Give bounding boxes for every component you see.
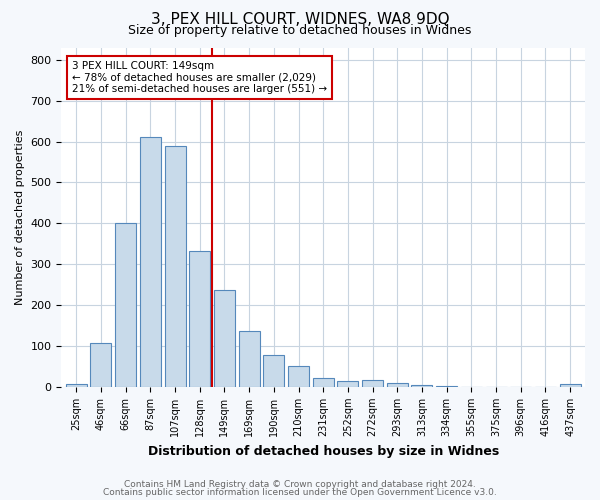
Bar [140, 138, 161, 387]
Bar [560, 384, 581, 387]
Bar [66, 384, 87, 387]
Bar [387, 384, 408, 387]
X-axis label: Distribution of detached houses by size in Widnes: Distribution of detached houses by size … [148, 444, 499, 458]
Bar [91, 343, 112, 387]
Text: Contains HM Land Registry data © Crown copyright and database right 2024.: Contains HM Land Registry data © Crown c… [124, 480, 476, 489]
Bar [214, 290, 235, 387]
Bar [362, 380, 383, 387]
Text: Contains public sector information licensed under the Open Government Licence v3: Contains public sector information licen… [103, 488, 497, 497]
Bar [115, 223, 136, 387]
Bar [164, 146, 185, 387]
Bar [313, 378, 334, 387]
Text: Size of property relative to detached houses in Widnes: Size of property relative to detached ho… [128, 24, 472, 37]
Bar [436, 386, 457, 387]
Text: 3, PEX HILL COURT, WIDNES, WA8 9DQ: 3, PEX HILL COURT, WIDNES, WA8 9DQ [151, 12, 449, 28]
Text: 3 PEX HILL COURT: 149sqm
← 78% of detached houses are smaller (2,029)
21% of sem: 3 PEX HILL COURT: 149sqm ← 78% of detach… [72, 61, 327, 94]
Bar [337, 381, 358, 387]
Bar [288, 366, 309, 387]
Bar [189, 251, 210, 387]
Y-axis label: Number of detached properties: Number of detached properties [15, 130, 25, 305]
Bar [412, 386, 433, 387]
Bar [239, 332, 260, 387]
Bar [263, 354, 284, 387]
